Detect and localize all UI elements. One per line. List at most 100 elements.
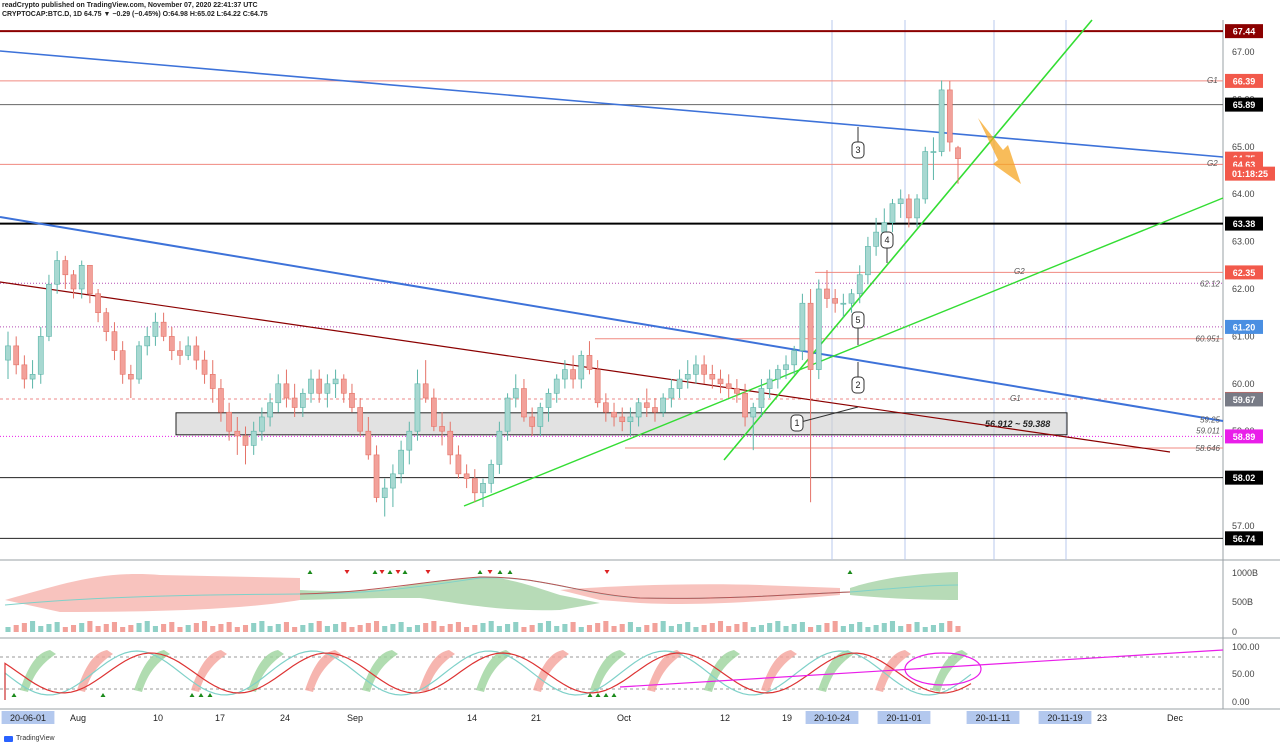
chart-header: readCrypto published on TradingView.com,… (2, 1, 268, 19)
volume-bar (87, 621, 93, 632)
callout-bubble: 2 (851, 362, 865, 394)
osc-wave-green (704, 650, 740, 692)
candle-body (46, 283, 52, 337)
osc-wave-green (362, 650, 398, 692)
x-tick-label: 19 (782, 713, 792, 723)
candle-body (791, 350, 798, 366)
osc-wave-red (647, 650, 683, 692)
volume-axis-label: 500B (1232, 597, 1253, 607)
candle-body (783, 364, 789, 370)
candle-body (62, 260, 69, 276)
candle-body (177, 350, 183, 356)
candle-body (168, 336, 175, 351)
volume-bar (636, 627, 642, 632)
range-box (175, 412, 1068, 436)
price-tag-text: 59.67 (1233, 395, 1256, 405)
volume-bar (333, 624, 339, 632)
volume-bar (234, 627, 240, 632)
candle-body (357, 407, 363, 432)
candle-body (37, 336, 44, 375)
volume-bar (324, 626, 330, 632)
volume-bar (54, 622, 60, 632)
candle-body (422, 383, 429, 399)
candle-body (897, 198, 904, 204)
volume-bar (685, 622, 691, 632)
candle-body (463, 473, 470, 479)
x-tick-label: 20-11-11 (976, 713, 1011, 723)
signal-up-icon (372, 570, 378, 574)
candle-body (201, 359, 208, 375)
volume-bar (251, 623, 257, 632)
candle-body (488, 464, 495, 484)
level-value-label: 58.646 (1196, 444, 1221, 453)
signal-up-icon (611, 693, 617, 697)
candle-body (537, 407, 544, 427)
volume-bar (480, 623, 486, 632)
volume-bar (226, 622, 232, 632)
callout-number: 2 (855, 380, 860, 390)
candle-body (29, 374, 36, 380)
candle-body (906, 198, 912, 219)
candle-body (652, 407, 658, 413)
range-box-label: 56.912 ~ 59.388 (985, 419, 1050, 429)
volume-axis-label: 0 (1232, 627, 1237, 637)
volume-axis-label: 1000B (1232, 568, 1258, 578)
volume-bar (496, 626, 502, 632)
volume-bar (791, 624, 797, 632)
x-tick-label: 12 (720, 713, 730, 723)
g2-label: G2 (1014, 267, 1025, 276)
candle-body (144, 336, 151, 347)
candle-body (611, 411, 617, 418)
candle-body (799, 302, 806, 351)
candle-body (119, 350, 126, 375)
volume-bar (70, 625, 77, 632)
volume-bar (447, 624, 453, 632)
osc-wave-red (875, 650, 911, 692)
g1-label: G1 (1010, 394, 1021, 403)
price-tag-text: 65.89 (1233, 100, 1256, 110)
candle-body (54, 260, 60, 285)
candle-body (570, 369, 576, 380)
osc-wave-red (761, 650, 797, 692)
osc-wave-red (305, 650, 341, 692)
price-tag: 66.39 (1225, 73, 1263, 88)
volume-bar (717, 621, 724, 632)
candle-body (684, 374, 691, 380)
candle-body (668, 388, 675, 399)
signal-up-icon (507, 570, 513, 574)
candle-body (815, 288, 822, 370)
candle-body (660, 397, 667, 413)
signal-down-icon (604, 570, 610, 574)
red-trendline (0, 281, 1171, 453)
volume-bar (300, 625, 306, 632)
callout-number: 4 (884, 235, 889, 245)
price-tag-bg (1225, 470, 1263, 485)
x-tick-label: 14 (467, 713, 477, 723)
x-tick-label: Aug (70, 713, 86, 723)
candle-body (946, 89, 953, 143)
volume-bar (472, 625, 478, 632)
candle-body (824, 288, 830, 299)
date-tag-bg (966, 711, 1020, 724)
volume-bar (316, 621, 322, 632)
volume-bar (709, 623, 715, 632)
volume-bar (816, 625, 822, 632)
volume-bar (537, 623, 543, 632)
candle-body (840, 302, 847, 305)
volume-bar (259, 621, 265, 632)
candle-body (455, 454, 462, 475)
x-tick-label: Dec (1167, 713, 1184, 723)
tradingview-logo-icon (4, 735, 13, 742)
x-tick-label: 10 (153, 713, 163, 723)
volume-bar (349, 627, 355, 632)
candle-body (848, 293, 855, 304)
volume-bar (5, 627, 11, 632)
date-tag-bg (1038, 711, 1092, 724)
candle-body (938, 89, 945, 152)
volume-bar (529, 625, 535, 632)
candle-body (750, 407, 757, 418)
date-tag-bg (805, 711, 859, 724)
osc-wave-green (20, 650, 56, 692)
date-tag-bg (1, 711, 55, 724)
